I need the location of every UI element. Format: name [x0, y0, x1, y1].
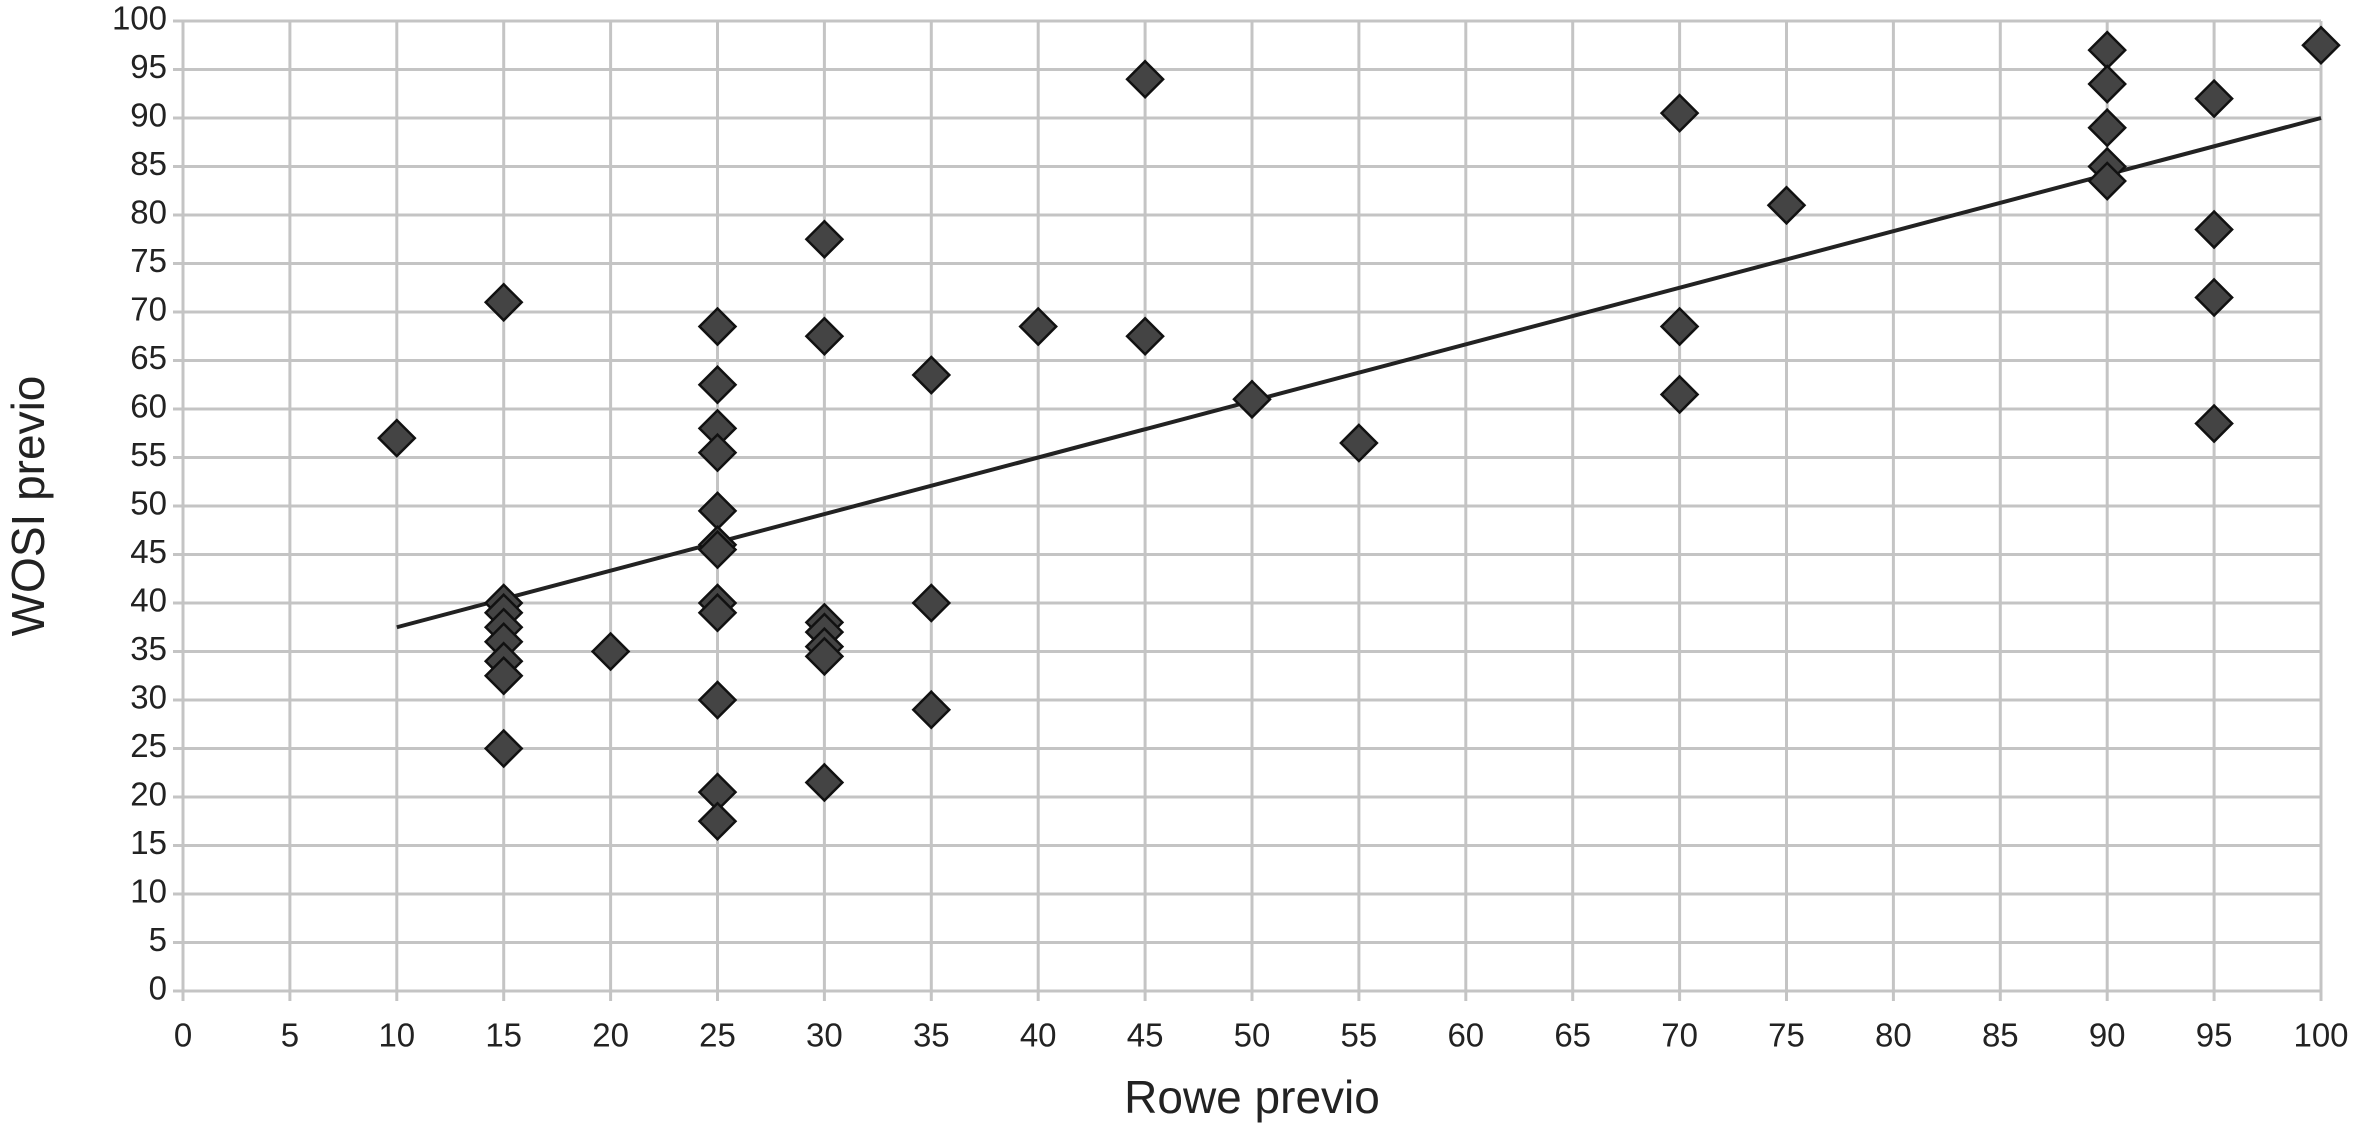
y-tick-label: 60 — [130, 388, 167, 425]
data-point — [1125, 316, 1165, 357]
data-point — [1125, 59, 1165, 99]
data-point — [697, 364, 738, 405]
x-tick-label: 65 — [1554, 1017, 1591, 1054]
y-tick-label: 55 — [130, 436, 167, 473]
data-point — [2194, 403, 2234, 444]
data-point — [911, 689, 952, 730]
x-tick-label: 40 — [1020, 1017, 1057, 1054]
x-tick-label: 10 — [378, 1017, 415, 1054]
data-point — [483, 282, 524, 323]
y-tick-label: 20 — [130, 776, 167, 813]
data-point — [697, 432, 738, 473]
data-point — [590, 631, 631, 672]
x-tick-label: 35 — [913, 1017, 950, 1054]
data-point — [1339, 423, 1379, 463]
y-tick-label: 5 — [149, 921, 167, 958]
data-point — [911, 355, 952, 395]
data-point — [2087, 64, 2127, 104]
data-point — [697, 306, 738, 347]
data-point — [1232, 379, 1272, 420]
data-point — [483, 655, 524, 696]
x-tick-label: 15 — [485, 1017, 522, 1054]
y-tick-label: 90 — [130, 97, 167, 134]
y-tick-label: 0 — [149, 970, 167, 1007]
y-tick-label: 40 — [130, 582, 167, 619]
x-tick-label: 75 — [1768, 1017, 1805, 1054]
y-tick-label: 95 — [130, 48, 167, 85]
data-point — [2087, 107, 2127, 148]
data-point — [2087, 30, 2127, 70]
data-point — [483, 728, 524, 769]
data-point — [2194, 78, 2234, 119]
x-tick-label: 70 — [1661, 1017, 1698, 1054]
x-tick-label: 45 — [1127, 1017, 1164, 1054]
y-tick-label: 80 — [130, 194, 167, 231]
y-axis-title: WOSI previo — [2, 376, 54, 637]
x-tick-label: 25 — [699, 1017, 736, 1054]
x-tick-label: 5 — [281, 1017, 299, 1054]
y-tick-label: 85 — [130, 145, 167, 182]
data-point — [804, 219, 845, 260]
data-point — [2301, 25, 2341, 66]
y-tick-label: 70 — [130, 291, 167, 328]
data-point — [697, 592, 738, 633]
x-tick-label: 55 — [1341, 1017, 1378, 1054]
x-tick-label: 100 — [2293, 1017, 2348, 1054]
x-axis-title: Rowe previo — [1124, 1071, 1380, 1123]
x-tick-label: 50 — [1234, 1017, 1271, 1054]
x-tick-label: 30 — [806, 1017, 843, 1054]
data-point — [697, 529, 738, 570]
data-point — [2194, 277, 2234, 318]
y-tick-label: 35 — [130, 630, 167, 667]
data-point — [377, 418, 417, 458]
data-point — [804, 636, 845, 677]
y-tick-label: 10 — [130, 873, 167, 910]
x-tick-label: 85 — [1982, 1017, 2019, 1054]
y-tick-label: 25 — [130, 727, 167, 764]
data-point — [1659, 374, 1700, 415]
y-tick-label: 100 — [112, 0, 167, 37]
x-tick-label: 95 — [2196, 1017, 2233, 1054]
data-point — [1766, 185, 1807, 226]
y-tick-label: 15 — [130, 824, 167, 861]
x-tick-label: 60 — [1447, 1017, 1484, 1054]
data-point — [1018, 306, 1058, 347]
data-point — [697, 680, 738, 720]
x-tick-label: 20 — [592, 1017, 629, 1054]
data-point — [697, 491, 738, 531]
data-point — [804, 762, 845, 803]
y-tick-label: 50 — [130, 485, 167, 522]
y-tick-label: 45 — [130, 533, 167, 570]
x-tick-label: 80 — [1875, 1017, 1912, 1054]
data-point — [911, 583, 952, 623]
y-tick-label: 30 — [130, 679, 167, 716]
data-point — [1659, 93, 1700, 133]
data-point — [697, 801, 738, 842]
x-tick-label: 0 — [174, 1017, 192, 1054]
x-tick-label: 90 — [2089, 1017, 2126, 1054]
data-point — [1659, 306, 1700, 347]
y-tick-label: 75 — [130, 242, 167, 279]
data-point — [2087, 161, 2127, 201]
data-point — [2194, 209, 2234, 250]
y-tick-label: 65 — [130, 339, 167, 376]
data-point — [804, 316, 845, 357]
